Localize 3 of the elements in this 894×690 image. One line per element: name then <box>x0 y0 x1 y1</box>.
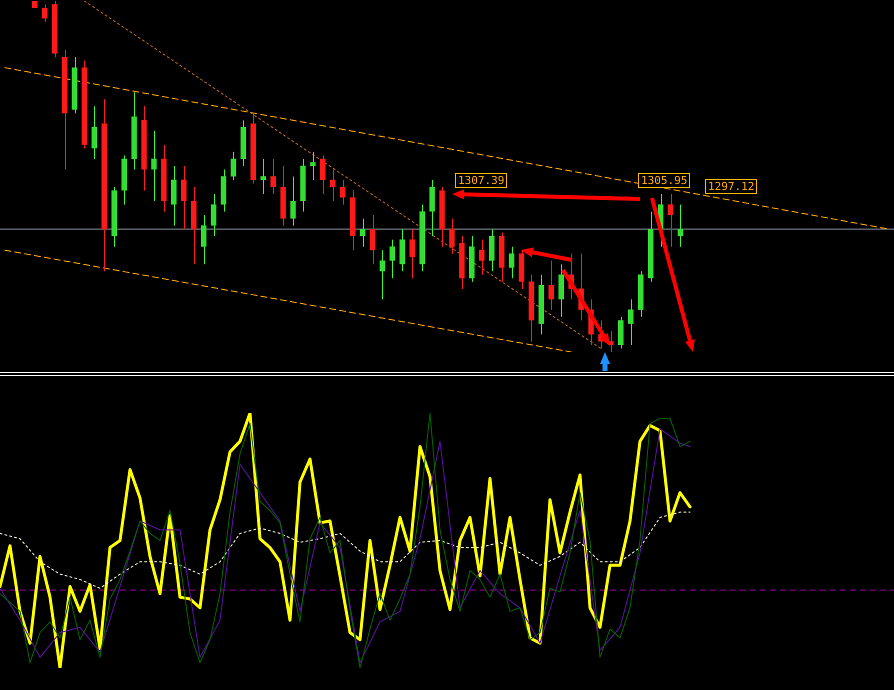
annotation: 1305.95 <box>638 173 690 188</box>
annotation: 1297.12 <box>705 179 758 194</box>
annotation: 1307.39 <box>455 173 508 188</box>
